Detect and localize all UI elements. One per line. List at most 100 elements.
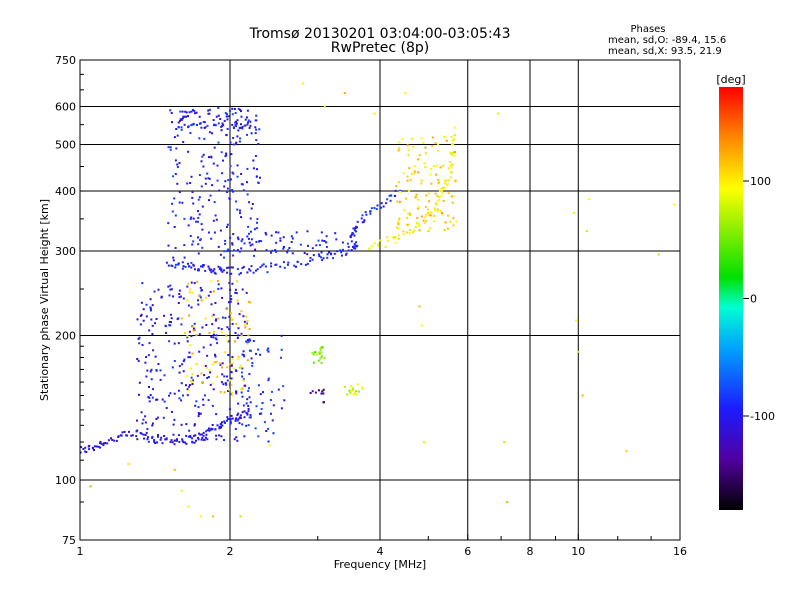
scatter-point (193, 322, 196, 325)
scatter-point (225, 133, 228, 136)
trace-point (144, 434, 147, 436)
trace-point (453, 138, 456, 141)
scatter-point (206, 172, 209, 175)
scatter-point (241, 375, 244, 378)
scatter-point (229, 141, 232, 144)
stats-x-mode: mean, sd,X: 93.5, 21.9 (608, 46, 722, 57)
scatter-point (233, 108, 236, 110)
sparse-point (625, 449, 628, 452)
scatter-point (202, 346, 205, 349)
scatter-point (267, 379, 270, 382)
scatter-point (254, 155, 257, 157)
scatter-point (190, 281, 193, 284)
scatter-point (236, 358, 239, 361)
scatter-point (435, 173, 438, 176)
trace-point (354, 247, 357, 250)
scatter-point (187, 115, 189, 118)
scatter-point (192, 291, 194, 294)
trace-point (222, 269, 225, 272)
trace-point (177, 262, 180, 265)
scatter-point (187, 125, 190, 128)
scatter-point (315, 353, 318, 356)
scatter-point (204, 317, 207, 320)
scatter-point (255, 352, 257, 355)
scatter-point (196, 374, 199, 377)
scatter-point (247, 225, 250, 228)
scatter-point (291, 252, 294, 255)
scatter-point (259, 412, 261, 415)
scatter-point (190, 216, 193, 219)
scatter-point (203, 137, 206, 140)
trace-point (182, 265, 185, 268)
scatter-point (451, 201, 454, 204)
trace-point (363, 220, 366, 223)
scatter-point (216, 375, 219, 378)
scatter-point (197, 438, 200, 441)
scatter-point (226, 375, 229, 378)
scatter-point (186, 394, 189, 397)
scatter-point (241, 288, 244, 291)
scatter-point (157, 434, 159, 436)
scatter-point (194, 329, 196, 332)
scatter-point (361, 386, 364, 389)
x-tick-label: 16 (673, 545, 687, 558)
scatter-point (224, 351, 227, 354)
scatter-point (173, 136, 176, 139)
trace-point (394, 194, 397, 197)
scatter-point (228, 388, 230, 391)
scatter-point (275, 251, 278, 253)
trace-point (167, 264, 170, 267)
scatter-point (136, 419, 138, 422)
scatter-point (260, 412, 263, 415)
scatter-point (232, 137, 235, 139)
trace-point (377, 243, 380, 246)
trace-point (364, 211, 367, 214)
scatter-point (247, 300, 250, 303)
scatter-point (145, 303, 148, 306)
scatter-point (240, 216, 243, 219)
scatter-point (211, 132, 213, 135)
trace-point (353, 243, 356, 246)
scatter-point (257, 435, 260, 438)
scatter-point (149, 298, 152, 301)
scatter-point (314, 351, 317, 354)
scatter-point (245, 402, 248, 405)
scatter-point (223, 439, 225, 441)
scatter-point (231, 171, 234, 174)
trace-point (241, 411, 244, 414)
scatter-point (349, 391, 352, 394)
scatter-point (170, 288, 173, 291)
scatter-point (396, 200, 399, 203)
trace-point (220, 268, 223, 271)
scatter-point (217, 317, 220, 320)
trace-point (361, 214, 364, 217)
scatter-point (184, 110, 187, 113)
scatter-point (437, 143, 440, 146)
scatter-point (236, 119, 239, 122)
scatter-point (223, 375, 226, 378)
y-tick-label: 200 (55, 330, 76, 343)
scatter-point (154, 322, 156, 325)
scatter-point (249, 349, 252, 352)
scatter-point (225, 334, 228, 337)
sparse-point (572, 212, 575, 214)
trace-point (345, 252, 348, 255)
scatter-point (247, 404, 250, 407)
trace-point (199, 433, 202, 436)
scatter-point (214, 355, 217, 358)
trace-point (187, 262, 189, 265)
scatter-point (214, 353, 216, 356)
scatter-point (205, 324, 208, 326)
scatter-point (443, 228, 446, 231)
scatter-point (218, 189, 221, 192)
scatter-point (137, 359, 140, 362)
trace-point (389, 194, 392, 197)
trace-point (170, 439, 173, 442)
trace-point (192, 264, 195, 267)
trace-point (382, 205, 385, 208)
trace-point (321, 259, 324, 262)
scatter-point (186, 299, 189, 302)
scatter-point (168, 324, 171, 327)
scatter-point (246, 123, 249, 126)
scatter-point (209, 383, 212, 386)
